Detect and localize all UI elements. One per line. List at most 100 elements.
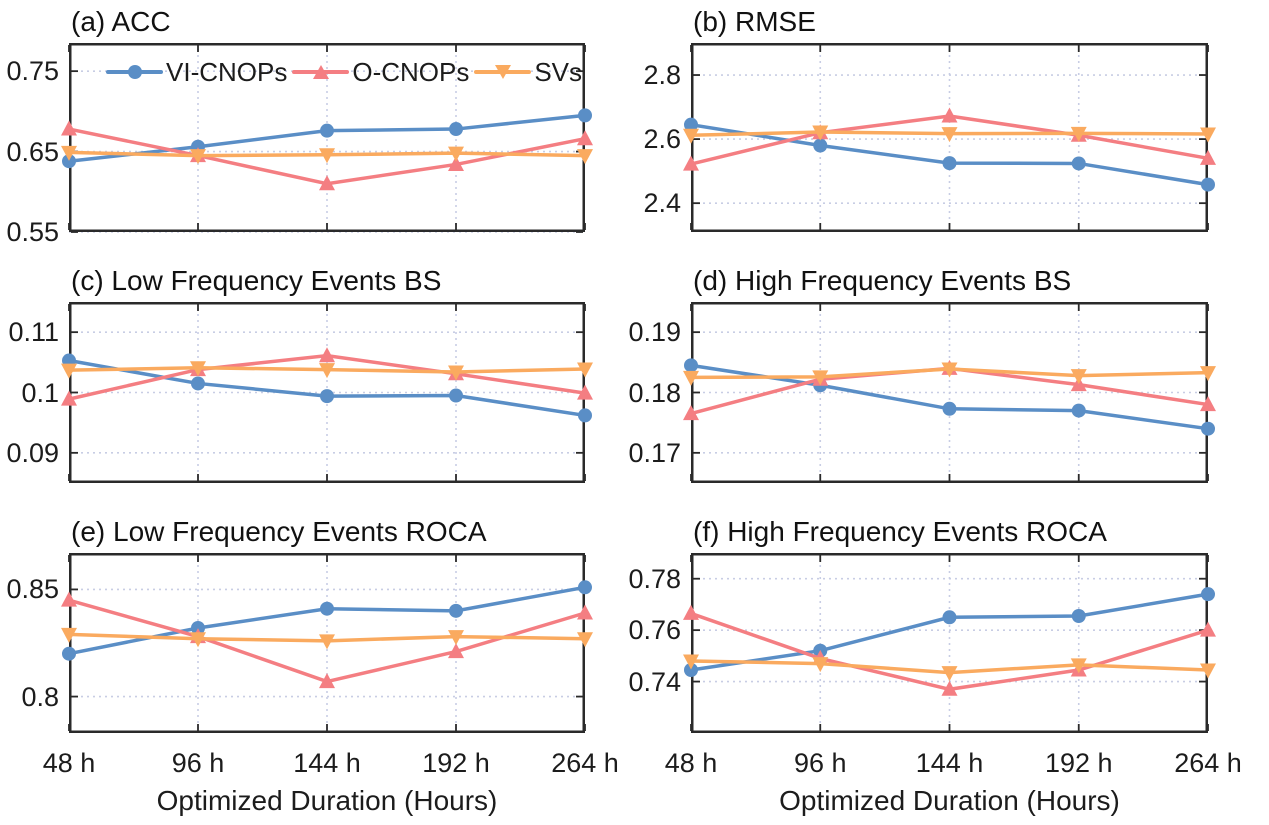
- data-point-triangle-down: [941, 127, 958, 143]
- data-point-circle: [1071, 609, 1086, 623]
- y-tick-label: 0.76: [628, 615, 681, 646]
- data-point-circle: [1071, 156, 1086, 171]
- data-point-circle: [684, 663, 698, 677]
- panel-a-title: (a) ACC: [71, 6, 171, 37]
- panel-f-title: (f) High Frequency Events ROCA: [693, 516, 1107, 547]
- data-point-triangle-up: [1200, 396, 1216, 412]
- y-tick-label: 0.78: [628, 563, 681, 594]
- x-tick-label: 96 h: [793, 748, 847, 778]
- data-point-circle: [62, 154, 76, 169]
- x-axis-label-left: Optimized Duration (Hours): [156, 785, 498, 816]
- x-tick-label: 96 h: [171, 748, 225, 778]
- legend-label-vi-cnops: VI-CNOPs: [166, 56, 288, 87]
- x-tick-label: 144 h: [915, 748, 984, 778]
- data-point-triangle-down: [1200, 366, 1216, 382]
- panel-e-title: (e) Low Frequency Events ROCA: [71, 516, 487, 547]
- data-point-triangle-down: [1070, 658, 1087, 674]
- data-point-circle: [1201, 177, 1215, 192]
- data-point-triangle-up: [577, 130, 593, 146]
- plot-area-d: [683, 302, 1216, 483]
- data-point-circle: [813, 138, 828, 153]
- data-point-triangle-down: [683, 654, 699, 670]
- legend-item-o-cnops: O-CNOPs: [292, 57, 469, 88]
- plot-area-e: [61, 553, 593, 733]
- y-tick-label: 2.8: [643, 60, 681, 91]
- data-point-circle: [449, 603, 463, 618]
- data-point-circle: [1201, 587, 1215, 602]
- data-point-triangle-down: [812, 125, 829, 141]
- data-point-triangle-up: [683, 155, 699, 171]
- data-point-triangle-down: [190, 632, 206, 648]
- y-tick-label: 0.18: [628, 377, 681, 408]
- data-point-triangle-down: [190, 361, 206, 377]
- data-point-triangle-down: [319, 363, 335, 379]
- data-point-triangle-up: [577, 604, 593, 620]
- data-point-triangle-up: [683, 604, 699, 620]
- data-point-triangle-up: [941, 107, 958, 123]
- data-point-circle: [1201, 421, 1215, 436]
- x-tick-label: 264 h: [551, 748, 619, 778]
- y-tick-label: 0.75: [6, 56, 59, 87]
- x-tick-label: 48 h: [664, 748, 718, 778]
- data-point-circle: [578, 108, 592, 123]
- data-point-circle: [449, 122, 463, 137]
- data-point-triangle-up: [61, 390, 77, 406]
- data-point-triangle-up: [61, 120, 77, 136]
- legend-label-o-cnops: O-CNOPs: [352, 56, 470, 87]
- data-point-triangle-down: [319, 148, 335, 164]
- plot-area-b: [683, 43, 1216, 232]
- data-point-circle: [942, 401, 957, 416]
- triangle-down-marker-icon: [494, 65, 511, 79]
- x-tick-label: 264 h: [1174, 748, 1242, 778]
- circle-marker-icon: [127, 65, 142, 79]
- data-point-triangle-down: [577, 149, 593, 165]
- panel-d-high-freq-bs: [683, 302, 1216, 483]
- data-point-circle: [191, 621, 205, 635]
- data-point-triangle-down: [812, 657, 829, 673]
- y-tick-label: 0.17: [628, 437, 681, 468]
- plot-area-a: [61, 43, 593, 233]
- triangle-up-marker-icon: [312, 65, 329, 79]
- data-point-circle: [1071, 403, 1086, 418]
- data-point-triangle-down: [941, 666, 958, 682]
- data-point-triangle-down: [448, 630, 464, 646]
- legend-item-vi-cnops: VI-CNOPs: [106, 57, 287, 88]
- data-point-circle: [191, 376, 205, 391]
- data-point-triangle-up: [319, 347, 335, 363]
- x-axis-label-right: Optimized Duration (Hours): [779, 785, 1120, 816]
- legend-line-sample: [106, 65, 163, 79]
- data-point-triangle-up: [941, 680, 958, 696]
- axes-frame: [691, 302, 1208, 483]
- data-point-circle: [449, 388, 463, 403]
- y-tick-label: 0.11: [8, 317, 59, 348]
- y-tick-label: 0.85: [6, 574, 59, 605]
- data-point-triangle-up: [1200, 621, 1216, 637]
- data-point-triangle-up: [319, 175, 335, 191]
- data-point-triangle-up: [577, 384, 593, 400]
- data-point-triangle-down: [683, 370, 699, 386]
- data-point-triangle-down: [1070, 369, 1087, 385]
- panel-c-low-freq-bs: [61, 302, 593, 483]
- x-tick-label: 192 h: [422, 748, 490, 778]
- data-point-triangle-down: [812, 370, 829, 386]
- data-point-circle: [942, 610, 957, 625]
- data-point-triangle-down: [683, 128, 699, 144]
- plot-area-f: [683, 553, 1216, 733]
- y-tick-label: 0.74: [628, 666, 681, 697]
- data-point-circle: [320, 601, 334, 616]
- y-tick-label: 2.4: [643, 188, 681, 219]
- panel-b-rmse: [683, 43, 1216, 232]
- data-point-triangle-down: [61, 145, 77, 161]
- legend-line-sample: [292, 65, 350, 79]
- data-point-circle: [578, 580, 592, 595]
- data-point-triangle-down: [319, 634, 335, 650]
- data-point-circle: [578, 408, 592, 423]
- data-point-triangle-up: [319, 673, 335, 689]
- data-point-circle: [62, 646, 76, 661]
- legend-line-sample: [474, 65, 532, 79]
- x-tick-label: 48 h: [42, 748, 96, 778]
- data-point-triangle-down: [941, 362, 958, 378]
- legend: VI-CNOPs O-CNOPs SVs: [106, 57, 582, 87]
- data-point-triangle-down: [61, 363, 77, 379]
- data-point-triangle-down: [1200, 663, 1216, 679]
